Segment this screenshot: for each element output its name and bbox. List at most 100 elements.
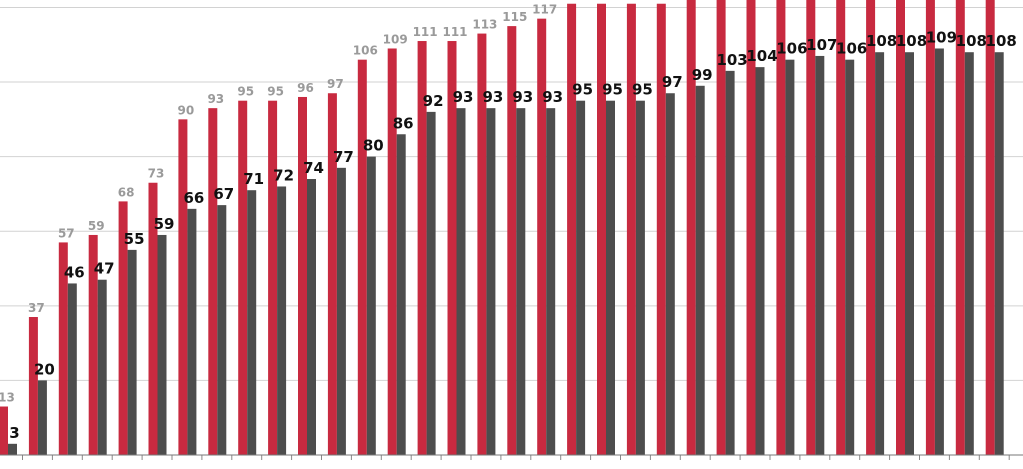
gray-value-label: 108 xyxy=(956,32,987,50)
gray-value-label: 107 xyxy=(806,36,837,54)
bar-gray xyxy=(934,48,944,455)
bar-gray xyxy=(815,55,825,455)
bar-red xyxy=(0,406,8,455)
bar-red xyxy=(955,0,965,455)
bar-gray xyxy=(8,443,17,455)
red-value-label: 111 xyxy=(413,25,438,39)
bar-gray xyxy=(546,108,556,456)
bar-gray xyxy=(994,52,1004,456)
red-value-label: 97 xyxy=(327,77,344,91)
red-value-label: 57 xyxy=(58,226,75,240)
red-value-label: 95 xyxy=(267,85,284,99)
bar-red xyxy=(925,0,935,455)
bar-red xyxy=(387,48,397,455)
gray-value-label: 47 xyxy=(94,260,115,278)
bar-red xyxy=(806,0,816,455)
bar-gray xyxy=(725,70,735,455)
gray-value-label: 104 xyxy=(746,47,777,65)
red-value-label: 59 xyxy=(88,219,105,233)
gray-value-label: 80 xyxy=(363,137,384,155)
bar-red xyxy=(836,0,846,455)
gray-value-label: 108 xyxy=(986,32,1017,50)
gray-value-label: 108 xyxy=(866,32,897,50)
red-value-label: 93 xyxy=(207,92,224,106)
bar-red xyxy=(58,242,68,455)
gray-value-label: 59 xyxy=(154,215,175,233)
bar-gray xyxy=(426,111,436,455)
gray-value-label: 67 xyxy=(213,185,234,203)
gray-value-label: 74 xyxy=(303,159,324,177)
bar-red xyxy=(686,0,696,455)
gray-value-label: 46 xyxy=(64,263,85,281)
bar-gray xyxy=(157,234,167,455)
bar-gray xyxy=(366,156,376,455)
bar-red xyxy=(537,18,547,455)
bar-gray xyxy=(875,52,885,456)
bar-red xyxy=(776,0,786,455)
bar-gray xyxy=(97,279,107,455)
red-value-label: 37 xyxy=(28,301,45,315)
gray-value-label: 77 xyxy=(333,148,354,166)
bar-gray xyxy=(247,190,257,455)
bar-red xyxy=(178,119,188,455)
red-value-label: 109 xyxy=(383,32,408,46)
bar-red xyxy=(327,93,337,455)
gray-value-label: 86 xyxy=(393,114,414,132)
bar-red xyxy=(896,0,905,455)
gray-value-label: 97 xyxy=(662,73,683,91)
red-value-label: 111 xyxy=(442,25,467,39)
gray-value-label: 99 xyxy=(692,66,713,84)
gray-value-label: 108 xyxy=(896,32,927,50)
bar-gray xyxy=(755,67,765,455)
bar-gray xyxy=(456,108,466,456)
bar-gray xyxy=(516,108,526,456)
gray-value-label: 93 xyxy=(512,88,533,106)
bar-red xyxy=(866,0,876,455)
bar-gray xyxy=(635,100,645,456)
red-value-label: 13 xyxy=(0,391,15,405)
bar-red xyxy=(357,59,367,456)
bar-red xyxy=(656,3,666,455)
bar-red xyxy=(447,41,457,455)
gray-value-label: 93 xyxy=(482,88,503,106)
gray-value-label: 66 xyxy=(183,189,204,207)
bar-red xyxy=(148,182,158,455)
bar-gray xyxy=(606,100,615,456)
gray-value-label: 72 xyxy=(273,166,294,184)
bar-gray xyxy=(127,249,137,455)
red-value-label: 106 xyxy=(353,44,378,58)
bar-red xyxy=(88,234,98,455)
gray-value-label: 95 xyxy=(572,81,593,99)
red-value-label: 95 xyxy=(237,85,254,99)
gray-value-label: 103 xyxy=(716,51,747,69)
bar-red xyxy=(507,26,517,455)
red-value-label: 117 xyxy=(532,3,557,17)
gray-value-label: 95 xyxy=(632,81,653,99)
gray-value-label: 93 xyxy=(453,88,474,106)
bar-red xyxy=(298,96,307,455)
bar-gray xyxy=(217,205,227,455)
bar-red xyxy=(567,3,577,455)
bar-red xyxy=(208,108,218,456)
gray-value-label: 109 xyxy=(926,28,957,46)
bar-red xyxy=(417,41,427,455)
bar-gray xyxy=(905,52,914,456)
bar-gray xyxy=(307,179,316,455)
bar-gray xyxy=(187,208,197,455)
bar-gray xyxy=(695,85,705,455)
bar-red xyxy=(746,0,756,455)
bar-gray xyxy=(396,134,406,455)
gray-value-label: 93 xyxy=(542,88,563,106)
bar-gray xyxy=(785,59,795,456)
red-value-label: 73 xyxy=(148,167,165,181)
bar-gray xyxy=(67,283,77,455)
bar-red xyxy=(268,100,278,456)
gray-value-label: 106 xyxy=(776,40,807,58)
bars xyxy=(0,0,1004,456)
bar-gray xyxy=(665,93,675,455)
bar-gray xyxy=(336,167,346,455)
bar-gray xyxy=(576,100,586,456)
bar-gray xyxy=(964,52,974,456)
